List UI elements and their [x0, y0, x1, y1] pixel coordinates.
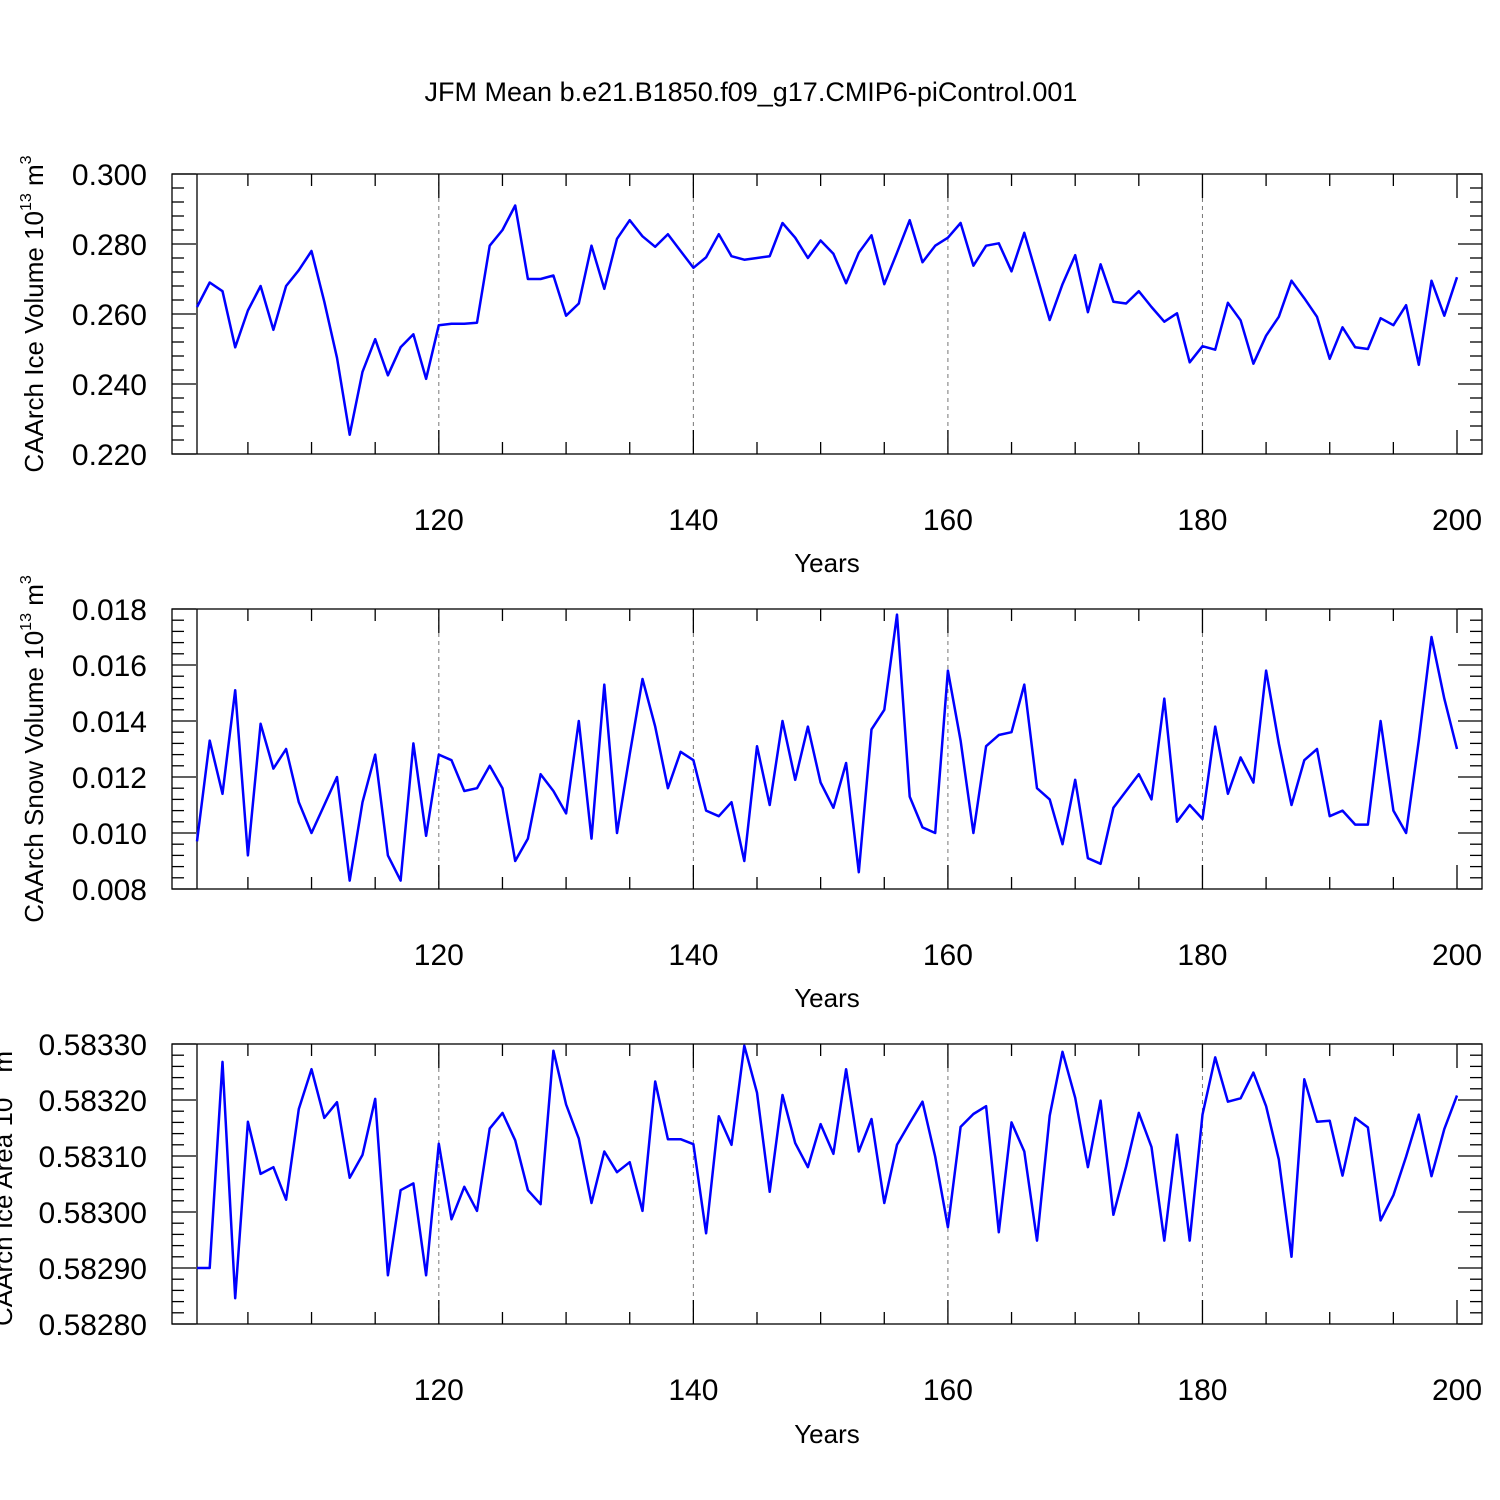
- x-axis-label: Years: [794, 1419, 860, 1449]
- x-axis-label: Years: [794, 548, 860, 578]
- y-tick-label: 0.240: [72, 369, 147, 402]
- plot-frame: [171, 1043, 1483, 1325]
- series-line: [195, 204, 1459, 437]
- y-axis-label: CAArch Snow Volume 1013 m3: [18, 575, 49, 923]
- x-tick-label: 200: [1432, 1374, 1482, 1407]
- x-tick-label: 180: [1177, 504, 1227, 537]
- x-axis-label: Years: [794, 983, 860, 1013]
- x-tick-label: 160: [923, 939, 973, 972]
- y-tick-label: 0.300: [72, 159, 147, 192]
- y-tick-label: 0.58320: [39, 1085, 147, 1118]
- y-tick-label: 0.58280: [39, 1309, 147, 1342]
- series-line: [197, 1044, 1459, 1300]
- panel-ice-area: Years CAArch Ice Area 1013 m2 0.58280 0.5…: [0, 1029, 1483, 1449]
- plot-frame: [171, 173, 1483, 455]
- y-tick-label: 0.260: [72, 299, 147, 332]
- x-tick-label: 180: [1177, 1374, 1227, 1407]
- y-tick-label: 0.58290: [39, 1253, 147, 1286]
- plot-frame: [171, 608, 1483, 890]
- y-axis-label: CAArch Ice Area 1013 m2: [0, 1042, 18, 1326]
- y-tick-label: 0.220: [72, 439, 147, 472]
- panel-snow-volume: Years CAArch Snow Volume 1013 m3 0.008 0.…: [18, 575, 1483, 1013]
- x-tick-label: 200: [1432, 504, 1482, 537]
- y-tick-label: 0.008: [72, 874, 147, 907]
- x-tick-label: 120: [414, 939, 464, 972]
- y-tick-label: 0.018: [72, 594, 147, 627]
- y-tick-label: 0.012: [72, 762, 147, 795]
- x-tick-label: 200: [1432, 939, 1482, 972]
- x-tick-label: 180: [1177, 939, 1227, 972]
- y-tick-label: 0.010: [72, 818, 147, 851]
- x-tick-label: 140: [668, 939, 718, 972]
- series-line: [195, 613, 1459, 882]
- y-tick-label: 0.58300: [39, 1197, 147, 1230]
- y-tick-label: 0.014: [72, 706, 147, 739]
- x-tick-label: 140: [668, 504, 718, 537]
- x-tick-label: 160: [923, 1374, 973, 1407]
- x-tick-label: 160: [923, 504, 973, 537]
- y-tick-label: 0.016: [72, 650, 147, 683]
- y-axis-label: CAArch Ice Volume 1013 m3: [18, 155, 49, 472]
- y-tick-label: 0.58310: [39, 1141, 147, 1174]
- y-tick-label: 0.58330: [39, 1029, 147, 1062]
- y-tick-label: 0.280: [72, 229, 147, 262]
- x-tick-label: 120: [414, 1374, 464, 1407]
- x-tick-label: 120: [414, 504, 464, 537]
- panel-ice-volume: Years CAArch Ice Volume 1013 m3 0.220 0.2…: [18, 155, 1483, 578]
- chart-title: JFM Mean b.e21.B1850.f09_g17.CMIP6-piCon…: [425, 77, 1078, 107]
- x-tick-label: 140: [668, 1374, 718, 1407]
